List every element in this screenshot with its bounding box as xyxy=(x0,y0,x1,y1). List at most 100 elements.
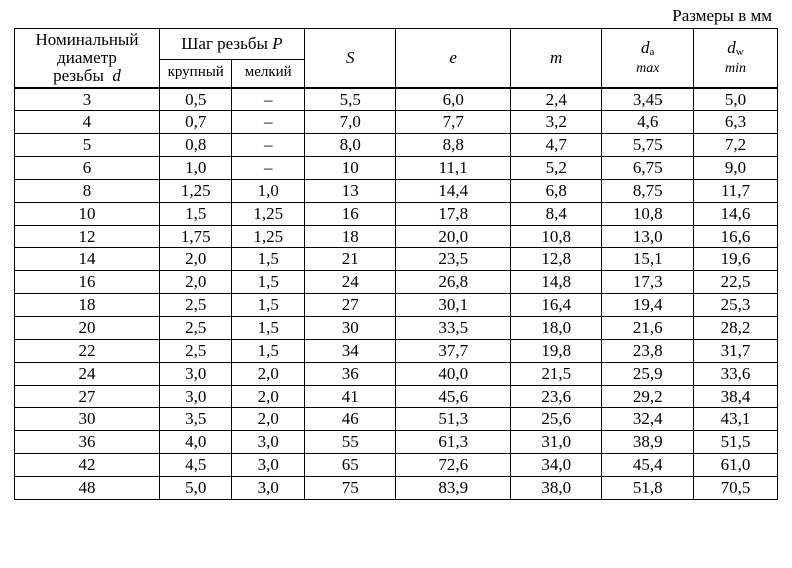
cell-da: 6,75 xyxy=(602,157,694,180)
table-row: 222,51,53437,719,823,831,7 xyxy=(15,339,778,362)
hdr-m-sym: m xyxy=(550,48,562,67)
cell-da: 51,8 xyxy=(602,476,694,499)
table-row: 30,5–5,56,02,43,455,0 xyxy=(15,88,778,111)
cell-d: 12 xyxy=(15,225,160,248)
cell-m: 4,7 xyxy=(510,134,602,157)
cell-S: 46 xyxy=(304,408,396,431)
cell-d: 36 xyxy=(15,431,160,454)
table-row: 50,8–8,08,84,75,757,2 xyxy=(15,134,778,157)
cell-m: 21,5 xyxy=(510,362,602,385)
cell-pc: 2,5 xyxy=(159,294,231,317)
cell-da: 13,0 xyxy=(602,225,694,248)
hdr-nominal-l3: резьбы xyxy=(53,66,104,85)
cell-dw: 31,7 xyxy=(694,339,778,362)
cell-d: 5 xyxy=(15,134,160,157)
cell-d: 20 xyxy=(15,316,160,339)
hdr-dw-note: min xyxy=(725,61,746,76)
cell-dw: 16,6 xyxy=(694,225,778,248)
cell-pf: 2,0 xyxy=(232,408,304,431)
cell-da: 15,1 xyxy=(602,248,694,271)
hdr-dw-sym: d xyxy=(727,38,736,57)
cell-e: 11,1 xyxy=(396,157,510,180)
cell-da: 38,9 xyxy=(602,431,694,454)
cell-e: 61,3 xyxy=(396,431,510,454)
cell-da: 25,9 xyxy=(602,362,694,385)
cell-e: 26,8 xyxy=(396,271,510,294)
cell-S: 30 xyxy=(304,316,396,339)
cell-pf: 3,0 xyxy=(232,476,304,499)
cell-m: 8,4 xyxy=(510,202,602,225)
cell-e: 51,3 xyxy=(396,408,510,431)
cell-da: 17,3 xyxy=(602,271,694,294)
cell-S: 21 xyxy=(304,248,396,271)
cell-S: 10 xyxy=(304,157,396,180)
cell-d: 18 xyxy=(15,294,160,317)
cell-m: 19,8 xyxy=(510,339,602,362)
table-row: 182,51,52730,116,419,425,3 xyxy=(15,294,778,317)
hdr-nominal-sym: d xyxy=(112,66,121,85)
cell-da: 5,75 xyxy=(602,134,694,157)
hdr-pitch-coarse: крупный xyxy=(159,59,231,87)
cell-pf: 1,5 xyxy=(232,316,304,339)
cell-e: 17,8 xyxy=(396,202,510,225)
table-row: 81,251,01314,46,88,7511,7 xyxy=(15,179,778,202)
cell-da: 23,8 xyxy=(602,339,694,362)
cell-da: 10,8 xyxy=(602,202,694,225)
hdr-dw-sub: w xyxy=(736,46,744,58)
hdr-e: e xyxy=(396,29,510,88)
cell-e: 37,7 xyxy=(396,339,510,362)
hdr-m: m xyxy=(510,29,602,88)
cell-d: 27 xyxy=(15,385,160,408)
cell-dw: 43,1 xyxy=(694,408,778,431)
cell-e: 7,7 xyxy=(396,111,510,134)
hdr-pitch-label: Шаг резьбы xyxy=(181,34,268,53)
cell-e: 72,6 xyxy=(396,454,510,477)
cell-da: 21,6 xyxy=(602,316,694,339)
cell-e: 14,4 xyxy=(396,179,510,202)
table-body: 30,5–5,56,02,43,455,040,7–7,07,73,24,66,… xyxy=(15,88,778,500)
cell-dw: 5,0 xyxy=(694,88,778,111)
cell-pc: 3,5 xyxy=(159,408,231,431)
cell-S: 7,0 xyxy=(304,111,396,134)
cell-S: 55 xyxy=(304,431,396,454)
cell-S: 24 xyxy=(304,271,396,294)
cell-da: 4,6 xyxy=(602,111,694,134)
cell-e: 8,8 xyxy=(396,134,510,157)
cell-pf: 2,0 xyxy=(232,385,304,408)
cell-d: 24 xyxy=(15,362,160,385)
hdr-S-sym: S xyxy=(346,48,355,67)
cell-dw: 19,6 xyxy=(694,248,778,271)
hdr-da-note: max xyxy=(636,61,659,76)
cell-S: 13 xyxy=(304,179,396,202)
cell-pc: 2,5 xyxy=(159,316,231,339)
cell-e: 20,0 xyxy=(396,225,510,248)
table-row: 485,03,07583,938,051,870,5 xyxy=(15,476,778,499)
hdr-pitch-fine: мелкий xyxy=(232,59,304,87)
cell-pc: 2,5 xyxy=(159,339,231,362)
cell-pc: 1,25 xyxy=(159,179,231,202)
cell-pf: 1,5 xyxy=(232,294,304,317)
cell-dw: 61,0 xyxy=(694,454,778,477)
cell-pf: 1,0 xyxy=(232,179,304,202)
cell-e: 23,5 xyxy=(396,248,510,271)
cell-e: 6,0 xyxy=(396,88,510,111)
cell-pf: 3,0 xyxy=(232,431,304,454)
cell-m: 12,8 xyxy=(510,248,602,271)
cell-pc: 1,75 xyxy=(159,225,231,248)
hdr-e-sym: e xyxy=(449,48,457,67)
hdr-dw: dw min xyxy=(694,29,778,88)
cell-d: 48 xyxy=(15,476,160,499)
cell-da: 45,4 xyxy=(602,454,694,477)
cell-d: 42 xyxy=(15,454,160,477)
cell-pc: 1,0 xyxy=(159,157,231,180)
cell-d: 8 xyxy=(15,179,160,202)
cell-pc: 2,0 xyxy=(159,271,231,294)
cell-pc: 0,8 xyxy=(159,134,231,157)
cell-pc: 4,0 xyxy=(159,431,231,454)
cell-S: 34 xyxy=(304,339,396,362)
cell-e: 45,6 xyxy=(396,385,510,408)
cell-dw: 33,6 xyxy=(694,362,778,385)
cell-S: 75 xyxy=(304,476,396,499)
cell-m: 2,4 xyxy=(510,88,602,111)
cell-d: 14 xyxy=(15,248,160,271)
